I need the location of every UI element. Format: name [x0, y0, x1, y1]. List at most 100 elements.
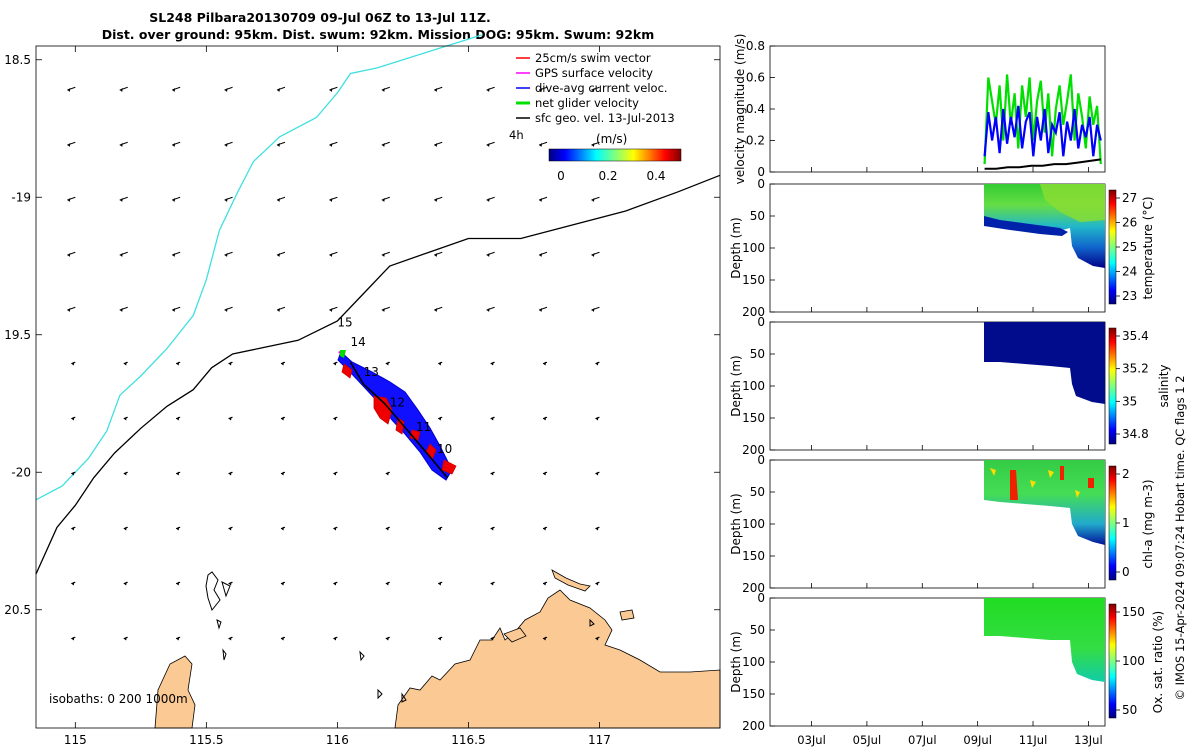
depth-ytick: 0: [757, 315, 765, 329]
geo-vector: [71, 526, 76, 531]
temperature-panel: [769, 183, 1117, 313]
geo-vector: [329, 141, 338, 147]
geo-vector: [591, 141, 600, 147]
geo-vector: [171, 141, 181, 147]
colorbar-tick-1: 0.2: [598, 169, 617, 183]
land-layer: [154, 569, 721, 729]
track-net-velocity: [340, 350, 346, 358]
depth-ytick: 0: [757, 177, 765, 191]
geo-vector: [67, 141, 76, 147]
chla-yellow-spots: [990, 468, 1080, 498]
geo-vector: [71, 636, 76, 641]
geo-vector: [329, 86, 338, 92]
depth-ytick: 50: [750, 485, 765, 499]
geo-vector: [333, 526, 338, 531]
depth-ytick: 200: [742, 581, 765, 595]
map-xtick: 116.5: [451, 733, 485, 747]
geo-vector: [280, 361, 286, 366]
velocity-ytick: 0.2: [746, 134, 765, 148]
colorbar-tick: 27: [1122, 191, 1137, 205]
velocity-ytick: 0.6: [746, 71, 765, 85]
map-ytick: 19.5: [4, 328, 31, 342]
colorbar-tick: 35: [1122, 394, 1137, 408]
legend-item: 25cm/s swim vector: [516, 51, 651, 65]
geo-vector: [119, 196, 128, 202]
colorbar-tick-2: 0.4: [646, 169, 665, 183]
geo-vector: [333, 416, 338, 421]
geo-vector: [276, 141, 286, 147]
depth-ytick: 0: [757, 591, 765, 605]
geo-vector: [385, 581, 390, 586]
geo-vector: [224, 141, 233, 147]
geo-vector: [595, 581, 600, 586]
legend-item-label: net glider velocity: [535, 96, 639, 110]
geo-vector: [490, 471, 495, 476]
chla-panel: [769, 459, 1117, 589]
island-cluster: [205, 571, 595, 703]
geo-vector: [71, 361, 76, 366]
map-xtick: 115.5: [189, 733, 223, 747]
geo-vector: [381, 196, 390, 202]
geo-vector: [276, 306, 286, 312]
geo-vector: [333, 581, 338, 586]
island-small-1: [503, 627, 527, 643]
temperature-cb-label: temperature (°C): [1141, 197, 1155, 300]
depth-ytick: 150: [742, 549, 765, 563]
geo-vector: [171, 86, 181, 92]
geo-vector: [486, 141, 495, 147]
map-xtick: 116: [326, 733, 349, 747]
geo-vector: [333, 361, 338, 366]
isobaths-label: isobaths: 0 200 1000m: [49, 692, 188, 706]
geo-vector: [538, 141, 548, 147]
island-large: [154, 655, 196, 729]
geo-vector: [123, 526, 128, 531]
time-xtick: 09Jul: [963, 733, 992, 747]
isobath-100m: [35, 174, 721, 575]
legend-item: GPS surface velocity: [516, 66, 653, 80]
isobath-200m: [35, 34, 482, 501]
colorbar-tick: 24: [1122, 265, 1137, 279]
colorbar-tick: 2: [1122, 467, 1130, 481]
oxygen-colorbar: [1108, 603, 1117, 719]
day-label: 13: [364, 365, 379, 379]
title-line1: SL248 Pilbara20130709 09-Jul 06Z to 13-J…: [149, 10, 491, 25]
velocity-ylabel: velocity magnitude (m/s): [733, 34, 747, 185]
velocity-ytick: 0: [757, 165, 765, 179]
geo-vector: [542, 526, 548, 531]
geo-vector: [486, 196, 495, 202]
geo-vector: [434, 141, 443, 147]
geo-vector: [119, 86, 128, 92]
geo-vector: [280, 636, 286, 641]
geo-vector: [276, 86, 286, 92]
depth-ytick: 150: [742, 411, 765, 425]
velocity-series-line: [983, 105, 1102, 157]
geo-vector: [538, 196, 548, 202]
geo-vector: [538, 86, 548, 92]
day-label: 12: [390, 395, 405, 409]
day-label: 11: [416, 420, 431, 434]
geo-vector: [542, 636, 548, 641]
geo-vector: [333, 471, 338, 476]
geo-vector: [119, 306, 128, 312]
geo-vector: [542, 471, 548, 476]
geo-vector: [329, 306, 338, 312]
geo-vector: [329, 196, 338, 202]
colorbar-title: (m/s): [596, 132, 627, 146]
geo-vector: [595, 636, 600, 641]
day-label: 14: [350, 335, 365, 349]
time-xtick: 03Jul: [797, 733, 826, 747]
velocity-series-line: [983, 74, 1102, 165]
time-series-panels: 0 0.2 0.4 0.6 0.8 velocity magnitude (m/s): [729, 34, 1187, 747]
salinity-colorbar: [1108, 327, 1117, 445]
geo-vector: [175, 416, 181, 421]
glider-track: [337, 350, 457, 481]
depth-ytick: 200: [742, 719, 765, 733]
geo-vector: [67, 86, 76, 92]
geo-vector: [434, 306, 443, 312]
track-day-labels: 15 14 13 12 11 10: [337, 316, 452, 457]
colorbar-tick: 50: [1122, 703, 1137, 717]
geo-vector: [175, 636, 181, 641]
geo-vector: [280, 471, 286, 476]
geo-vector: [175, 526, 181, 531]
